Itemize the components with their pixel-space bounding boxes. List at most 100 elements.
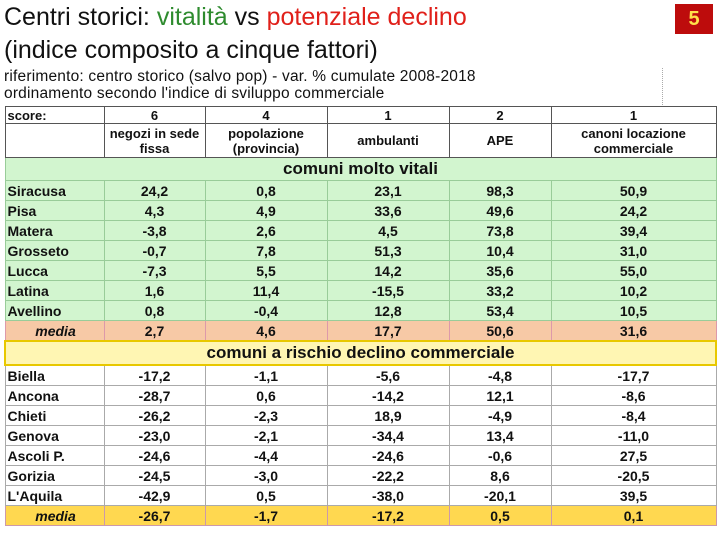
value-cell: -7,3: [103, 260, 206, 281]
value-cell: 98,3: [448, 180, 552, 201]
media-cell: 17,7: [326, 320, 450, 342]
data-table: score: 6 4 1 2 1 negozi in sede fissa po…: [4, 106, 717, 526]
value-cell: -0,4: [204, 300, 328, 321]
table-row: Grosseto -0,7 7,8 51,3 10,4 31,0: [4, 240, 717, 261]
score-cell: 2: [448, 106, 552, 124]
vital-section: Siracusa 24,2 0,8 23,1 98,3 50,9 Pisa 4,3 4,9 33,…: [4, 180, 717, 321]
value-cell: 23,1: [326, 180, 450, 201]
note-line-1: riferimento: centro storico (salvo pop) …: [4, 68, 476, 85]
value-cell: -24,5: [103, 465, 206, 486]
title-vitality: vitalità: [156, 3, 228, 31]
value-cell: -8,4: [550, 405, 717, 426]
value-cell: 55,0: [550, 260, 717, 281]
value-cell: -14,2: [326, 385, 450, 406]
header-empty: [4, 123, 105, 158]
city-name: Grosseto: [4, 240, 105, 261]
value-cell: -4,4: [204, 445, 328, 466]
city-name: Gorizia: [4, 465, 105, 486]
value-cell: 33,6: [326, 200, 450, 221]
value-cell: 14,2: [326, 260, 450, 281]
value-cell: -2,1: [204, 425, 328, 446]
slide-number-badge: 5: [675, 4, 713, 34]
value-cell: -22,2: [326, 465, 450, 486]
media-cell: 31,6: [550, 320, 717, 342]
value-cell: 51,3: [326, 240, 450, 261]
table-row: Latina 1,6 11,4 -15,5 33,2 10,2: [4, 280, 717, 301]
value-cell: -8,6: [550, 385, 717, 406]
city-name: Biella: [4, 364, 105, 386]
media-cell: -1,7: [204, 505, 328, 526]
value-cell: 10,2: [550, 280, 717, 301]
value-cell: 7,8: [204, 240, 328, 261]
column-header: popolazione (provincia): [204, 123, 328, 158]
value-cell: -3,8: [103, 220, 206, 241]
city-name: Latina: [4, 280, 105, 301]
value-cell: -20,5: [550, 465, 717, 486]
value-cell: 50,9: [550, 180, 717, 201]
value-cell: 31,0: [550, 240, 717, 261]
score-label: score:: [4, 106, 105, 124]
section-vital-label: comuni molto vitali: [4, 157, 717, 181]
value-cell: 12,1: [448, 385, 552, 406]
header-row: negozi in sede fissa popolazione (provin…: [4, 123, 717, 158]
value-cell: 0,8: [204, 180, 328, 201]
value-cell: 8,6: [448, 465, 552, 486]
section-risk-label: comuni a rischio declino commerciale: [4, 340, 717, 366]
media-cell: 50,6: [448, 320, 552, 342]
table-row: Avellino 0,8 -0,4 12,8 53,4 10,5: [4, 300, 717, 321]
city-name: Avellino: [4, 300, 105, 321]
value-cell: 24,2: [550, 200, 717, 221]
city-name: Pisa: [4, 200, 105, 221]
value-cell: -2,3: [204, 405, 328, 426]
value-cell: 4,5: [326, 220, 450, 241]
score-cell: 4: [204, 106, 328, 124]
table-row: Ascoli P. -24,6 -4,4 -24,6 -0,6 27,5: [4, 445, 717, 466]
value-cell: -17,7: [550, 364, 717, 386]
column-header: APE: [448, 123, 552, 158]
table-row: Biella -17,2 -1,1 -5,6 -4,8 -17,7: [4, 364, 717, 386]
value-cell: 1,6: [103, 280, 206, 301]
value-cell: 53,4: [448, 300, 552, 321]
table-row: Ancona -28,7 0,6 -14,2 12,1 -8,6: [4, 385, 717, 406]
table-row: Pisa 4,3 4,9 33,6 49,6 24,2: [4, 200, 717, 221]
value-cell: 4,3: [103, 200, 206, 221]
value-cell: 0,6: [204, 385, 328, 406]
table-row: Matera -3,8 2,6 4,5 73,8 39,4: [4, 220, 717, 241]
value-cell: -0,6: [448, 445, 552, 466]
city-name: Ascoli P.: [4, 445, 105, 466]
risk-section: Biella -17,2 -1,1 -5,6 -4,8 -17,7 Ancona -28,7 0…: [4, 364, 717, 506]
value-cell: -0,7: [103, 240, 206, 261]
value-cell: 49,6: [448, 200, 552, 221]
value-cell: -4,8: [448, 364, 552, 386]
value-cell: -20,1: [448, 485, 552, 506]
value-cell: -26,2: [103, 405, 206, 426]
value-cell: 73,8: [448, 220, 552, 241]
section-vital-row: comuni molto vitali: [4, 157, 717, 181]
column-header: negozi in sede fissa: [103, 123, 206, 158]
value-cell: -28,7: [103, 385, 206, 406]
value-cell: 2,6: [204, 220, 328, 241]
risk-media-row: media -26,7 -1,7 -17,2 0,5 0,1: [4, 505, 717, 526]
value-cell: 11,4: [204, 280, 328, 301]
media-cell: 4,6: [204, 320, 328, 342]
vital-media-row: media 2,7 4,6 17,7 50,6 31,6: [4, 320, 717, 342]
value-cell: -38,0: [326, 485, 450, 506]
value-cell: -1,1: [204, 364, 328, 386]
value-cell: 35,6: [448, 260, 552, 281]
value-cell: 10,4: [448, 240, 552, 261]
value-cell: -23,0: [103, 425, 206, 446]
value-cell: 13,4: [448, 425, 552, 446]
city-name: Matera: [4, 220, 105, 241]
value-cell: -15,5: [326, 280, 450, 301]
table-row: Genova -23,0 -2,1 -34,4 13,4 -11,0: [4, 425, 717, 446]
value-cell: -4,9: [448, 405, 552, 426]
value-cell: -24,6: [103, 445, 206, 466]
table-row: L'Aquila -42,9 0,5 -38,0 -20,1 39,5: [4, 485, 717, 506]
media-cell: -26,7: [103, 505, 206, 526]
media-cell: 0,5: [448, 505, 552, 526]
value-cell: -34,4: [326, 425, 450, 446]
value-cell: 39,4: [550, 220, 717, 241]
value-cell: 12,8: [326, 300, 450, 321]
value-cell: -3,0: [204, 465, 328, 486]
value-cell: 10,5: [550, 300, 717, 321]
